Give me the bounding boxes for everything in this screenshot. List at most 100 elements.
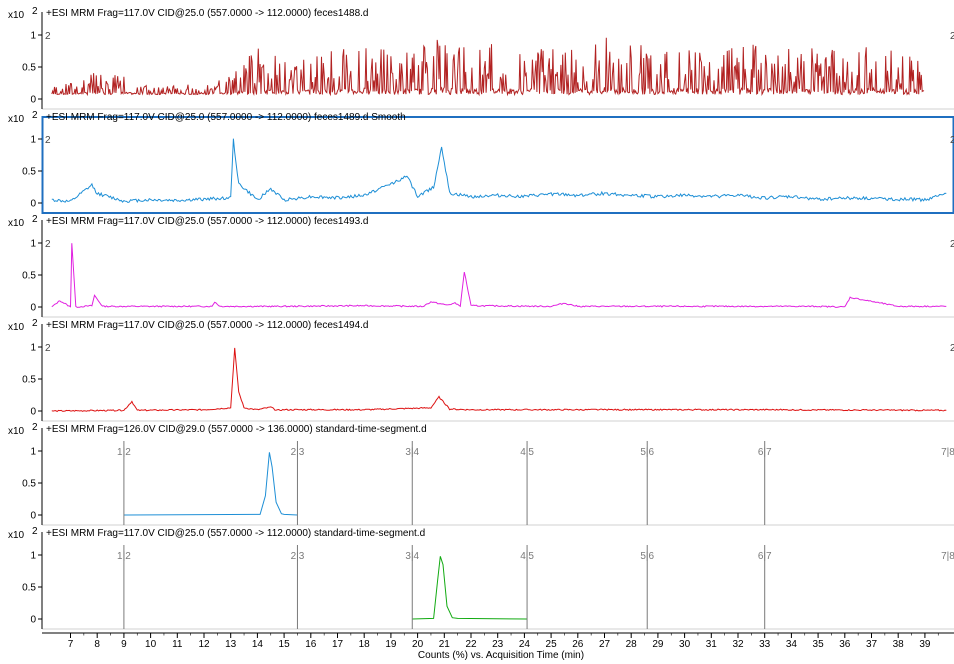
x-axis: 7 8 9 10 11 12 13 14 15 16 17 18 19 20 21 22 23 24 25 26 27 2… xyxy=(42,632,954,650)
chromatogram-trace xyxy=(51,138,947,204)
x-tick-label: 16 xyxy=(305,639,317,650)
y-tick-label: 1 xyxy=(30,239,36,250)
chromatogram-panel[interactable]: x10 2 +ESI MRM Frag=117.0V CID@25.0 (557.0… xyxy=(8,214,954,318)
x-tick-label: 12 xyxy=(198,639,210,650)
x-tick-label: 30 xyxy=(679,639,691,650)
segment-label: 6|7 xyxy=(758,551,772,562)
x-tick-label: 14 xyxy=(252,639,264,650)
y-scale-label: x10 xyxy=(8,322,25,333)
y-scale-label: x10 xyxy=(8,426,25,437)
segment-label: 5|6 xyxy=(640,551,654,562)
x-tick-label: 9 xyxy=(121,639,127,650)
selection-frame xyxy=(41,116,954,214)
x-tick-label: 35 xyxy=(813,639,825,650)
chromatogram-trace xyxy=(51,347,947,413)
y-scale-exponent: 2 xyxy=(32,6,38,17)
panels-layer: x10 2 +ESI MRM Frag=117.0V CID@25.0 (557.0… xyxy=(8,6,954,630)
y-tick-label: 0 xyxy=(30,511,36,522)
y-scale-exponent: 2 xyxy=(32,214,38,225)
segment-tag-left: 2 xyxy=(45,31,51,42)
x-tick-label: 31 xyxy=(706,639,718,650)
segment-tag-right: 2 xyxy=(950,31,954,42)
x-tick-label: 13 xyxy=(225,639,237,650)
panel-title: +ESI MRM Frag=117.0V CID@25.0 (557.0000 … xyxy=(46,320,368,331)
x-tick-label: 8 xyxy=(94,639,100,650)
y-tick-label: 0 xyxy=(30,303,36,314)
x-tick-label: 22 xyxy=(465,639,477,650)
panel-title: +ESI MRM Frag=126.0V CID@29.0 (557.0000 … xyxy=(46,424,427,435)
segment-label: 4|5 xyxy=(520,551,534,562)
x-tick-label: 37 xyxy=(866,639,878,650)
x-tick-label: 34 xyxy=(786,639,798,650)
y-tick-label: 1 xyxy=(30,343,36,354)
x-tick-label: 27 xyxy=(599,639,611,650)
x-tick-label: 18 xyxy=(359,639,371,650)
panel-title: +ESI MRM Frag=117.0V CID@25.0 (557.0000 … xyxy=(46,112,406,123)
segment-tag-right: 2 xyxy=(950,343,954,354)
segment-tag-left: 2 xyxy=(45,135,51,146)
x-tick-label: 10 xyxy=(145,639,157,650)
chromatogram-trace xyxy=(412,556,528,620)
y-tick-label: 0.5 xyxy=(22,271,36,282)
panel-title: +ESI MRM Frag=117.0V CID@25.0 (557.0000 … xyxy=(46,216,368,227)
x-tick-label: 15 xyxy=(279,639,291,650)
y-tick-label: 0.5 xyxy=(22,167,36,178)
x-tick-label: 19 xyxy=(385,639,397,650)
y-scale-exponent: 2 xyxy=(32,318,38,329)
chromatogram-panel[interactable]: x10 2 +ESI MRM Frag=117.0V CID@25.0 (557.0… xyxy=(8,318,954,422)
x-tick-label: 38 xyxy=(893,639,905,650)
panel-title: +ESI MRM Frag=117.0V CID@25.0 (557.0000 … xyxy=(46,8,368,19)
x-tick-label: 25 xyxy=(546,639,558,650)
y-scale-exponent: 2 xyxy=(32,110,38,121)
x-axis-label: Counts (%) vs. Acquisition Time (min) xyxy=(418,650,584,661)
chromatogram-trace xyxy=(51,243,947,308)
y-tick-label: 1 xyxy=(30,447,36,458)
chromatogram-trace xyxy=(123,452,298,516)
x-tick-label: 26 xyxy=(572,639,584,650)
x-tick-label: 28 xyxy=(626,639,638,650)
chromatogram-panel[interactable]: x10 2 +ESI MRM Frag=117.0V CID@25.0 (557.0… xyxy=(8,6,954,110)
chromatogram-panel[interactable]: x10 2 +ESI MRM Frag=117.0V CID@25.0 (557.0… xyxy=(8,526,954,630)
panel-title: +ESI MRM Frag=117.0V CID@25.0 (557.0000 … xyxy=(46,528,425,539)
chromatogram-trace xyxy=(51,37,925,97)
y-tick-label: 0 xyxy=(30,199,36,210)
y-tick-label: 0.5 xyxy=(22,375,36,386)
y-scale-label: x10 xyxy=(8,530,25,541)
segment-label: 2|3 xyxy=(291,447,305,458)
chromatogram-panel[interactable]: x10 2 +ESI MRM Frag=126.0V CID@29.0 (557.0… xyxy=(8,422,954,526)
x-tick-label: 21 xyxy=(439,639,451,650)
y-tick-label: 1 xyxy=(30,31,36,42)
segment-label: 1|2 xyxy=(117,447,131,458)
x-tick-label: 7 xyxy=(68,639,74,650)
x-tick-label: 20 xyxy=(412,639,424,650)
segment-label: 6|7 xyxy=(758,447,772,458)
segment-label: 1|2 xyxy=(117,551,131,562)
x-tick-label: 32 xyxy=(732,639,744,650)
segment-label: 7|8 xyxy=(941,447,954,458)
segment-tag-left: 2 xyxy=(45,343,51,354)
segment-label: 2|3 xyxy=(291,551,305,562)
segment-tag-right: 2 xyxy=(950,239,954,250)
segment-tag-left: 2 xyxy=(45,239,51,250)
segment-label: 3|4 xyxy=(405,551,419,562)
x-tick-label: 23 xyxy=(492,639,504,650)
x-tick-label: 39 xyxy=(919,639,931,650)
y-scale-exponent: 2 xyxy=(32,422,38,433)
y-tick-label: 1 xyxy=(30,551,36,562)
y-tick-label: 0 xyxy=(30,615,36,626)
x-tick-label: 17 xyxy=(332,639,344,650)
y-scale-label: x10 xyxy=(8,114,25,125)
y-tick-label: 0 xyxy=(30,95,36,106)
chromatogram-panel[interactable]: x10 2 +ESI MRM Frag=117.0V CID@25.0 (557.0… xyxy=(8,110,954,214)
segment-label: 7|8 xyxy=(941,551,954,562)
y-tick-label: 0.5 xyxy=(22,63,36,74)
y-scale-label: x10 xyxy=(8,218,25,229)
segment-tag-right: 2 xyxy=(950,135,954,146)
y-tick-label: 0.5 xyxy=(22,583,36,594)
y-tick-label: 0 xyxy=(30,407,36,418)
x-tick-label: 29 xyxy=(652,639,664,650)
y-scale-label: x10 xyxy=(8,10,25,21)
segment-label: 5|6 xyxy=(640,447,654,458)
y-scale-exponent: 2 xyxy=(32,526,38,537)
